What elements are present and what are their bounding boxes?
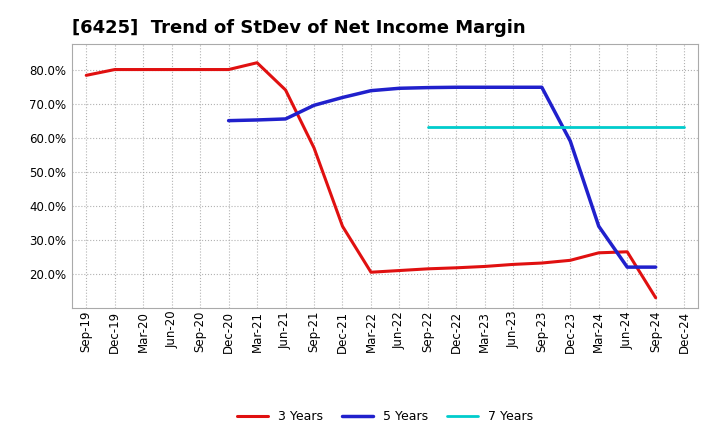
3 Years (196, 67, 204, 72)
3 Years (310, 145, 318, 150)
3 Years (452, 265, 461, 271)
7 Years (623, 125, 631, 130)
3 Years (253, 60, 261, 66)
7 Years (652, 125, 660, 130)
5 Years (566, 139, 575, 144)
7 Years (452, 125, 461, 130)
3 Years (282, 88, 290, 93)
7 Years (537, 125, 546, 130)
5 Years (652, 264, 660, 270)
7 Years (680, 125, 688, 130)
5 Years (225, 118, 233, 123)
3 Years (480, 264, 489, 269)
3 Years (537, 260, 546, 266)
7 Years (423, 125, 432, 130)
3 Years (623, 249, 631, 254)
5 Years (595, 224, 603, 229)
7 Years (480, 125, 489, 130)
3 Years (366, 270, 375, 275)
3 Years (338, 224, 347, 229)
Line: 3 Years: 3 Years (86, 63, 656, 298)
Legend: 3 Years, 5 Years, 7 Years: 3 Years, 5 Years, 7 Years (232, 406, 539, 429)
3 Years (225, 67, 233, 72)
3 Years (595, 250, 603, 256)
5 Years (338, 95, 347, 100)
5 Years (509, 84, 518, 90)
3 Years (82, 73, 91, 78)
7 Years (595, 125, 603, 130)
3 Years (167, 67, 176, 72)
3 Years (509, 262, 518, 267)
3 Years (395, 268, 404, 273)
Text: [6425]  Trend of StDev of Net Income Margin: [6425] Trend of StDev of Net Income Marg… (72, 19, 526, 37)
3 Years (423, 266, 432, 271)
5 Years (452, 84, 461, 90)
3 Years (566, 258, 575, 263)
5 Years (282, 116, 290, 121)
7 Years (566, 125, 575, 130)
7 Years (509, 125, 518, 130)
5 Years (423, 85, 432, 90)
5 Years (253, 117, 261, 123)
5 Years (480, 84, 489, 90)
5 Years (537, 84, 546, 90)
3 Years (652, 295, 660, 301)
5 Years (623, 264, 631, 270)
5 Years (310, 103, 318, 108)
5 Years (395, 86, 404, 91)
3 Years (110, 67, 119, 72)
Line: 5 Years: 5 Years (229, 87, 656, 267)
3 Years (139, 67, 148, 72)
5 Years (366, 88, 375, 93)
